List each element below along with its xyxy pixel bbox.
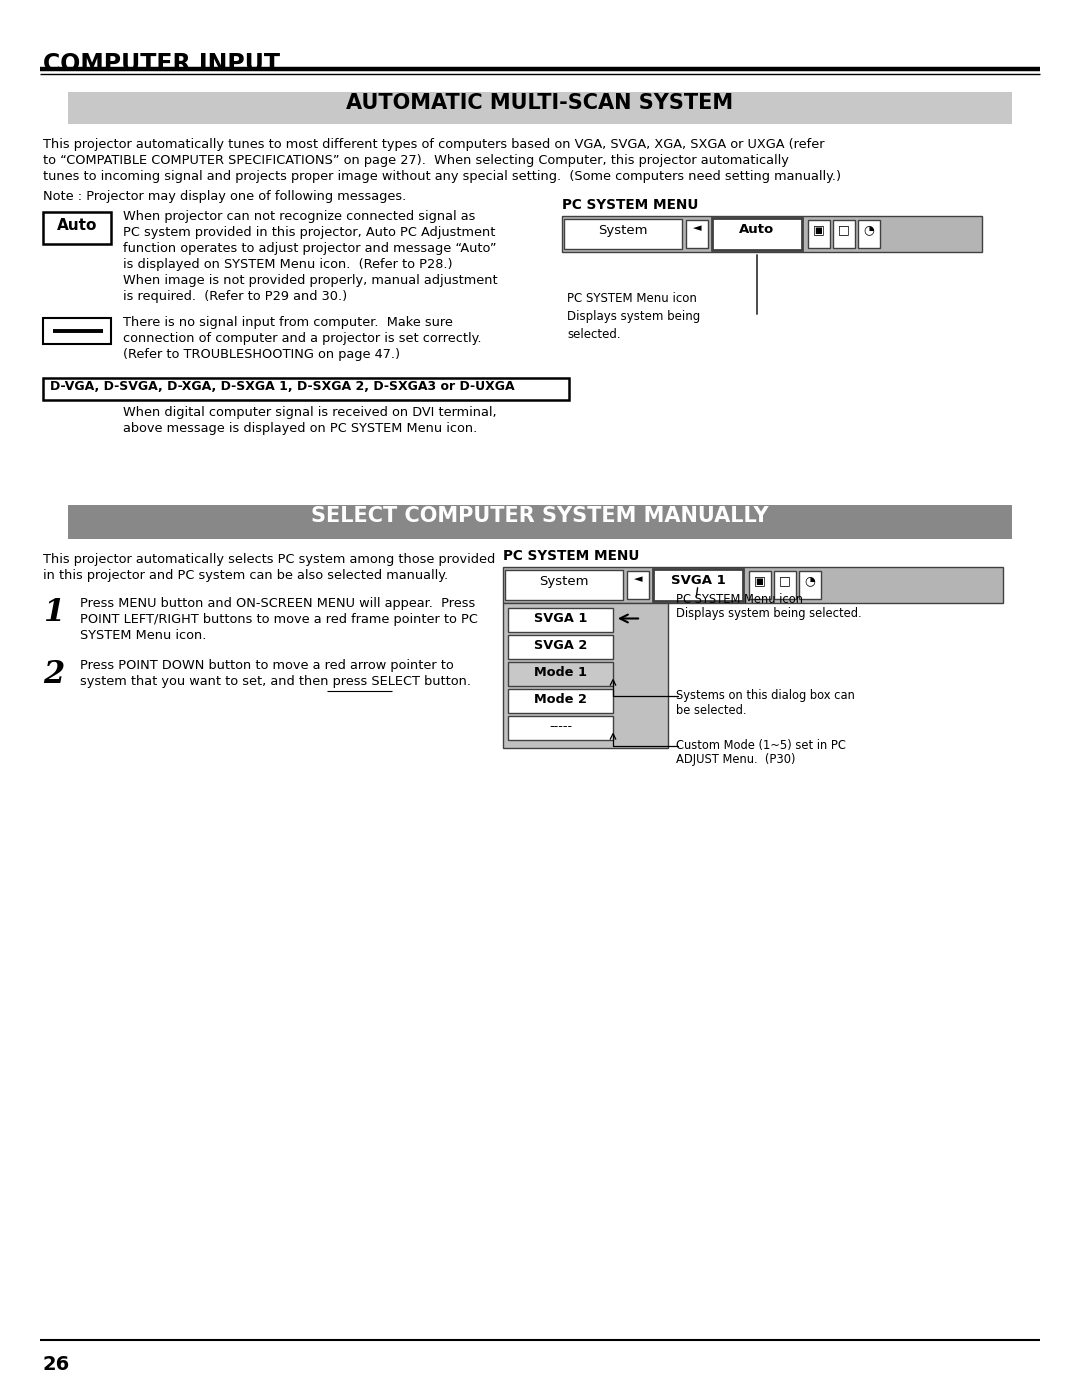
Text: When projector can not recognize connected signal as: When projector can not recognize connect…: [123, 210, 475, 224]
Bar: [627, 571, 649, 599]
Text: Systems on this dialog box can: Systems on this dialog box can: [676, 690, 855, 703]
Bar: [808, 219, 831, 249]
Text: Custom Mode (1~5) set in PC: Custom Mode (1~5) set in PC: [676, 739, 846, 753]
Text: is displayed on SYSTEM Menu icon.  (Refer to P28.): is displayed on SYSTEM Menu icon. (Refer…: [123, 258, 453, 271]
Text: 26: 26: [43, 1355, 70, 1375]
Text: When digital computer signal is received on DVI terminal,: When digital computer signal is received…: [123, 407, 497, 419]
Text: -----: -----: [549, 719, 572, 733]
Text: to “COMPATIBLE COMPUTER SPECIFICATIONS” on page 27).  When selecting Computer, t: to “COMPATIBLE COMPUTER SPECIFICATIONS” …: [43, 154, 788, 168]
Text: □: □: [779, 574, 791, 587]
Text: This projector automatically selects PC system among those provided: This projector automatically selects PC …: [43, 553, 496, 566]
Bar: [562, 217, 982, 251]
Text: □: □: [838, 224, 850, 236]
Text: AUTOMATIC MULTI-SCAN SYSTEM: AUTOMATIC MULTI-SCAN SYSTEM: [347, 94, 733, 113]
Text: PC SYSTEM MENU: PC SYSTEM MENU: [503, 549, 639, 563]
Bar: [505, 570, 623, 599]
Text: COMPUTER INPUT: COMPUTER INPUT: [43, 52, 280, 75]
Bar: [43, 212, 111, 244]
Bar: [508, 689, 613, 712]
Text: ◄: ◄: [634, 574, 643, 584]
Text: connection of computer and a projector is set correctly.: connection of computer and a projector i…: [123, 332, 482, 345]
Text: ◔: ◔: [805, 574, 815, 587]
Text: is required.  (Refer to P29 and 30.): is required. (Refer to P29 and 30.): [123, 291, 348, 303]
Text: ◔: ◔: [864, 224, 875, 236]
Text: system that you want to set, and then press SELECT button.: system that you want to set, and then pr…: [80, 675, 471, 687]
Bar: [68, 92, 1012, 124]
Text: System: System: [539, 576, 589, 588]
Text: SVGA 1: SVGA 1: [671, 574, 726, 587]
Text: Auto: Auto: [740, 224, 774, 236]
Text: SELECT COMPUTER SYSTEM MANUALLY: SELECT COMPUTER SYSTEM MANUALLY: [311, 506, 769, 527]
Text: SYSTEM Menu icon.: SYSTEM Menu icon.: [80, 629, 206, 643]
Text: SVGA 2: SVGA 2: [534, 638, 588, 652]
Text: This projector automatically tunes to most different types of computers based on: This projector automatically tunes to mo…: [43, 138, 824, 151]
Bar: [686, 219, 708, 249]
Bar: [799, 571, 821, 599]
Text: 2: 2: [43, 659, 64, 690]
Bar: [712, 218, 802, 250]
Text: tunes to incoming signal and projects proper image without any special setting. : tunes to incoming signal and projects pr…: [43, 170, 841, 183]
Text: PC SYSTEM Menu icon: PC SYSTEM Menu icon: [676, 592, 804, 606]
Text: (Refer to TROUBLESHOOTING on page 47.): (Refer to TROUBLESHOOTING on page 47.): [123, 348, 400, 360]
Text: D-VGA, D-SVGA, D-XGA, D-SXGA 1, D-SXGA 2, D-SXGA3 or D-UXGA: D-VGA, D-SVGA, D-XGA, D-SXGA 1, D-SXGA 2…: [50, 380, 515, 393]
Bar: [858, 219, 880, 249]
Text: Mode 1: Mode 1: [534, 666, 588, 679]
Text: Press MENU button and ON-SCREEN MENU will appear.  Press: Press MENU button and ON-SCREEN MENU wil…: [80, 597, 475, 610]
Bar: [750, 571, 771, 599]
Bar: [43, 379, 569, 400]
Bar: [508, 608, 613, 631]
Text: PC SYSTEM MENU: PC SYSTEM MENU: [562, 198, 699, 212]
Text: ▣: ▣: [813, 224, 825, 236]
Text: above message is displayed on PC SYSTEM Menu icon.: above message is displayed on PC SYSTEM …: [123, 422, 477, 434]
Text: PC system provided in this projector, Auto PC Adjustment: PC system provided in this projector, Au…: [123, 226, 496, 239]
Text: 1: 1: [43, 597, 64, 629]
Bar: [508, 717, 613, 740]
Text: function operates to adjust projector and message “Auto”: function operates to adjust projector an…: [123, 242, 497, 256]
Bar: [503, 567, 1003, 604]
Text: SVGA 1: SVGA 1: [534, 612, 588, 624]
Text: POINT LEFT/RIGHT buttons to move a red frame pointer to PC: POINT LEFT/RIGHT buttons to move a red f…: [80, 613, 477, 626]
Bar: [508, 636, 613, 659]
Text: Mode 2: Mode 2: [534, 693, 588, 705]
Text: Press POINT DOWN button to move a red arrow pointer to: Press POINT DOWN button to move a red ar…: [80, 659, 454, 672]
Bar: [653, 569, 743, 601]
Text: Auto: Auto: [57, 218, 97, 233]
Text: be selected.: be selected.: [676, 704, 746, 717]
Bar: [508, 662, 613, 686]
Text: ◄: ◄: [692, 224, 701, 233]
Bar: [503, 604, 669, 747]
Text: Displays system being selected.: Displays system being selected.: [676, 608, 862, 620]
Text: in this projector and PC system can be also selected manually.: in this projector and PC system can be a…: [43, 569, 448, 583]
Text: When image is not provided properly, manual adjustment: When image is not provided properly, man…: [123, 274, 498, 286]
Text: There is no signal input from computer.  Make sure: There is no signal input from computer. …: [123, 316, 453, 330]
Bar: [68, 504, 1012, 539]
Text: ▣: ▣: [754, 574, 766, 587]
Bar: [774, 571, 796, 599]
Bar: [833, 219, 855, 249]
Bar: [43, 319, 111, 344]
Text: ADJUST Menu.  (P30): ADJUST Menu. (P30): [676, 753, 796, 767]
Text: System: System: [598, 224, 648, 237]
Bar: [564, 219, 681, 249]
Text: Note : Projector may display one of following messages.: Note : Projector may display one of foll…: [43, 190, 406, 203]
Text: PC SYSTEM Menu icon
Displays system being
selected.: PC SYSTEM Menu icon Displays system bein…: [567, 292, 700, 341]
